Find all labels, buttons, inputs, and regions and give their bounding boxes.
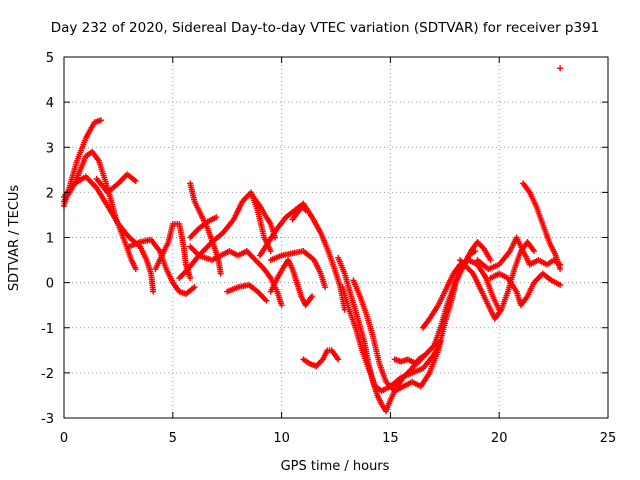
data-point: [335, 356, 342, 363]
x-tick-label: 15: [382, 431, 399, 446]
series-track-d: [93, 171, 139, 196]
y-tick-label: 4: [46, 96, 54, 111]
data-point: [487, 257, 494, 264]
data-point: [309, 293, 316, 300]
y-tick-label: 2: [46, 186, 54, 201]
series-track-outlier: [557, 65, 564, 72]
series-track-y: [487, 270, 564, 309]
x-axis-label: GPS time / hours: [281, 459, 390, 474]
series-track-n: [267, 248, 329, 291]
data-point: [150, 288, 157, 295]
data-point: [278, 302, 285, 309]
series-track-p: [289, 202, 309, 223]
x-tick-label: 25: [600, 431, 617, 446]
data-point: [557, 266, 564, 273]
x-tick-label: 5: [169, 431, 177, 446]
x-tick-label: 10: [273, 431, 290, 446]
series-track-q: [300, 347, 342, 370]
y-axis: -3 -2 -1 0 1 2 3 4 5: [41, 51, 608, 427]
series-track-z: [520, 180, 564, 273]
x-tick-label: 20: [491, 431, 508, 446]
y-tick-label: -2: [41, 367, 54, 382]
y-tick-label: -3: [41, 412, 54, 427]
data-point: [187, 275, 194, 282]
data-point: [322, 284, 329, 291]
series-track-x: [474, 234, 564, 273]
data-point: [267, 248, 274, 255]
data-point: [217, 270, 224, 277]
data-point: [557, 65, 564, 72]
chart-title: Day 232 of 2020, Sidereal Day-to-day VTE…: [51, 20, 600, 36]
series-track-v: [420, 257, 503, 331]
data-point: [132, 266, 139, 273]
data-points: [61, 65, 564, 415]
series-track-k: [224, 281, 270, 304]
data-point: [531, 248, 538, 255]
data-point: [213, 214, 220, 221]
series-track-j: [187, 180, 224, 277]
series-track-u: [391, 239, 494, 367]
y-tick-label: 1: [46, 232, 54, 247]
data-point: [191, 284, 198, 291]
data-point: [132, 178, 139, 185]
y-tick-label: -1: [41, 322, 54, 337]
series-track-o: [267, 257, 316, 309]
grid: [64, 57, 608, 418]
data-point: [557, 281, 564, 288]
data-point: [97, 117, 104, 124]
y-axis-label: SDTVAR / TECUs: [7, 185, 22, 292]
x-axis: 0 5 10 15 20 25: [60, 57, 616, 446]
y-tick-label: 3: [46, 141, 54, 156]
data-point: [302, 207, 309, 214]
series-track-w: [457, 239, 538, 322]
data-point: [263, 297, 270, 304]
y-tick-label: 5: [46, 51, 54, 66]
x-tick-label: 0: [60, 431, 68, 446]
y-tick-label: 0: [46, 277, 54, 292]
series-track-l: [250, 193, 279, 241]
